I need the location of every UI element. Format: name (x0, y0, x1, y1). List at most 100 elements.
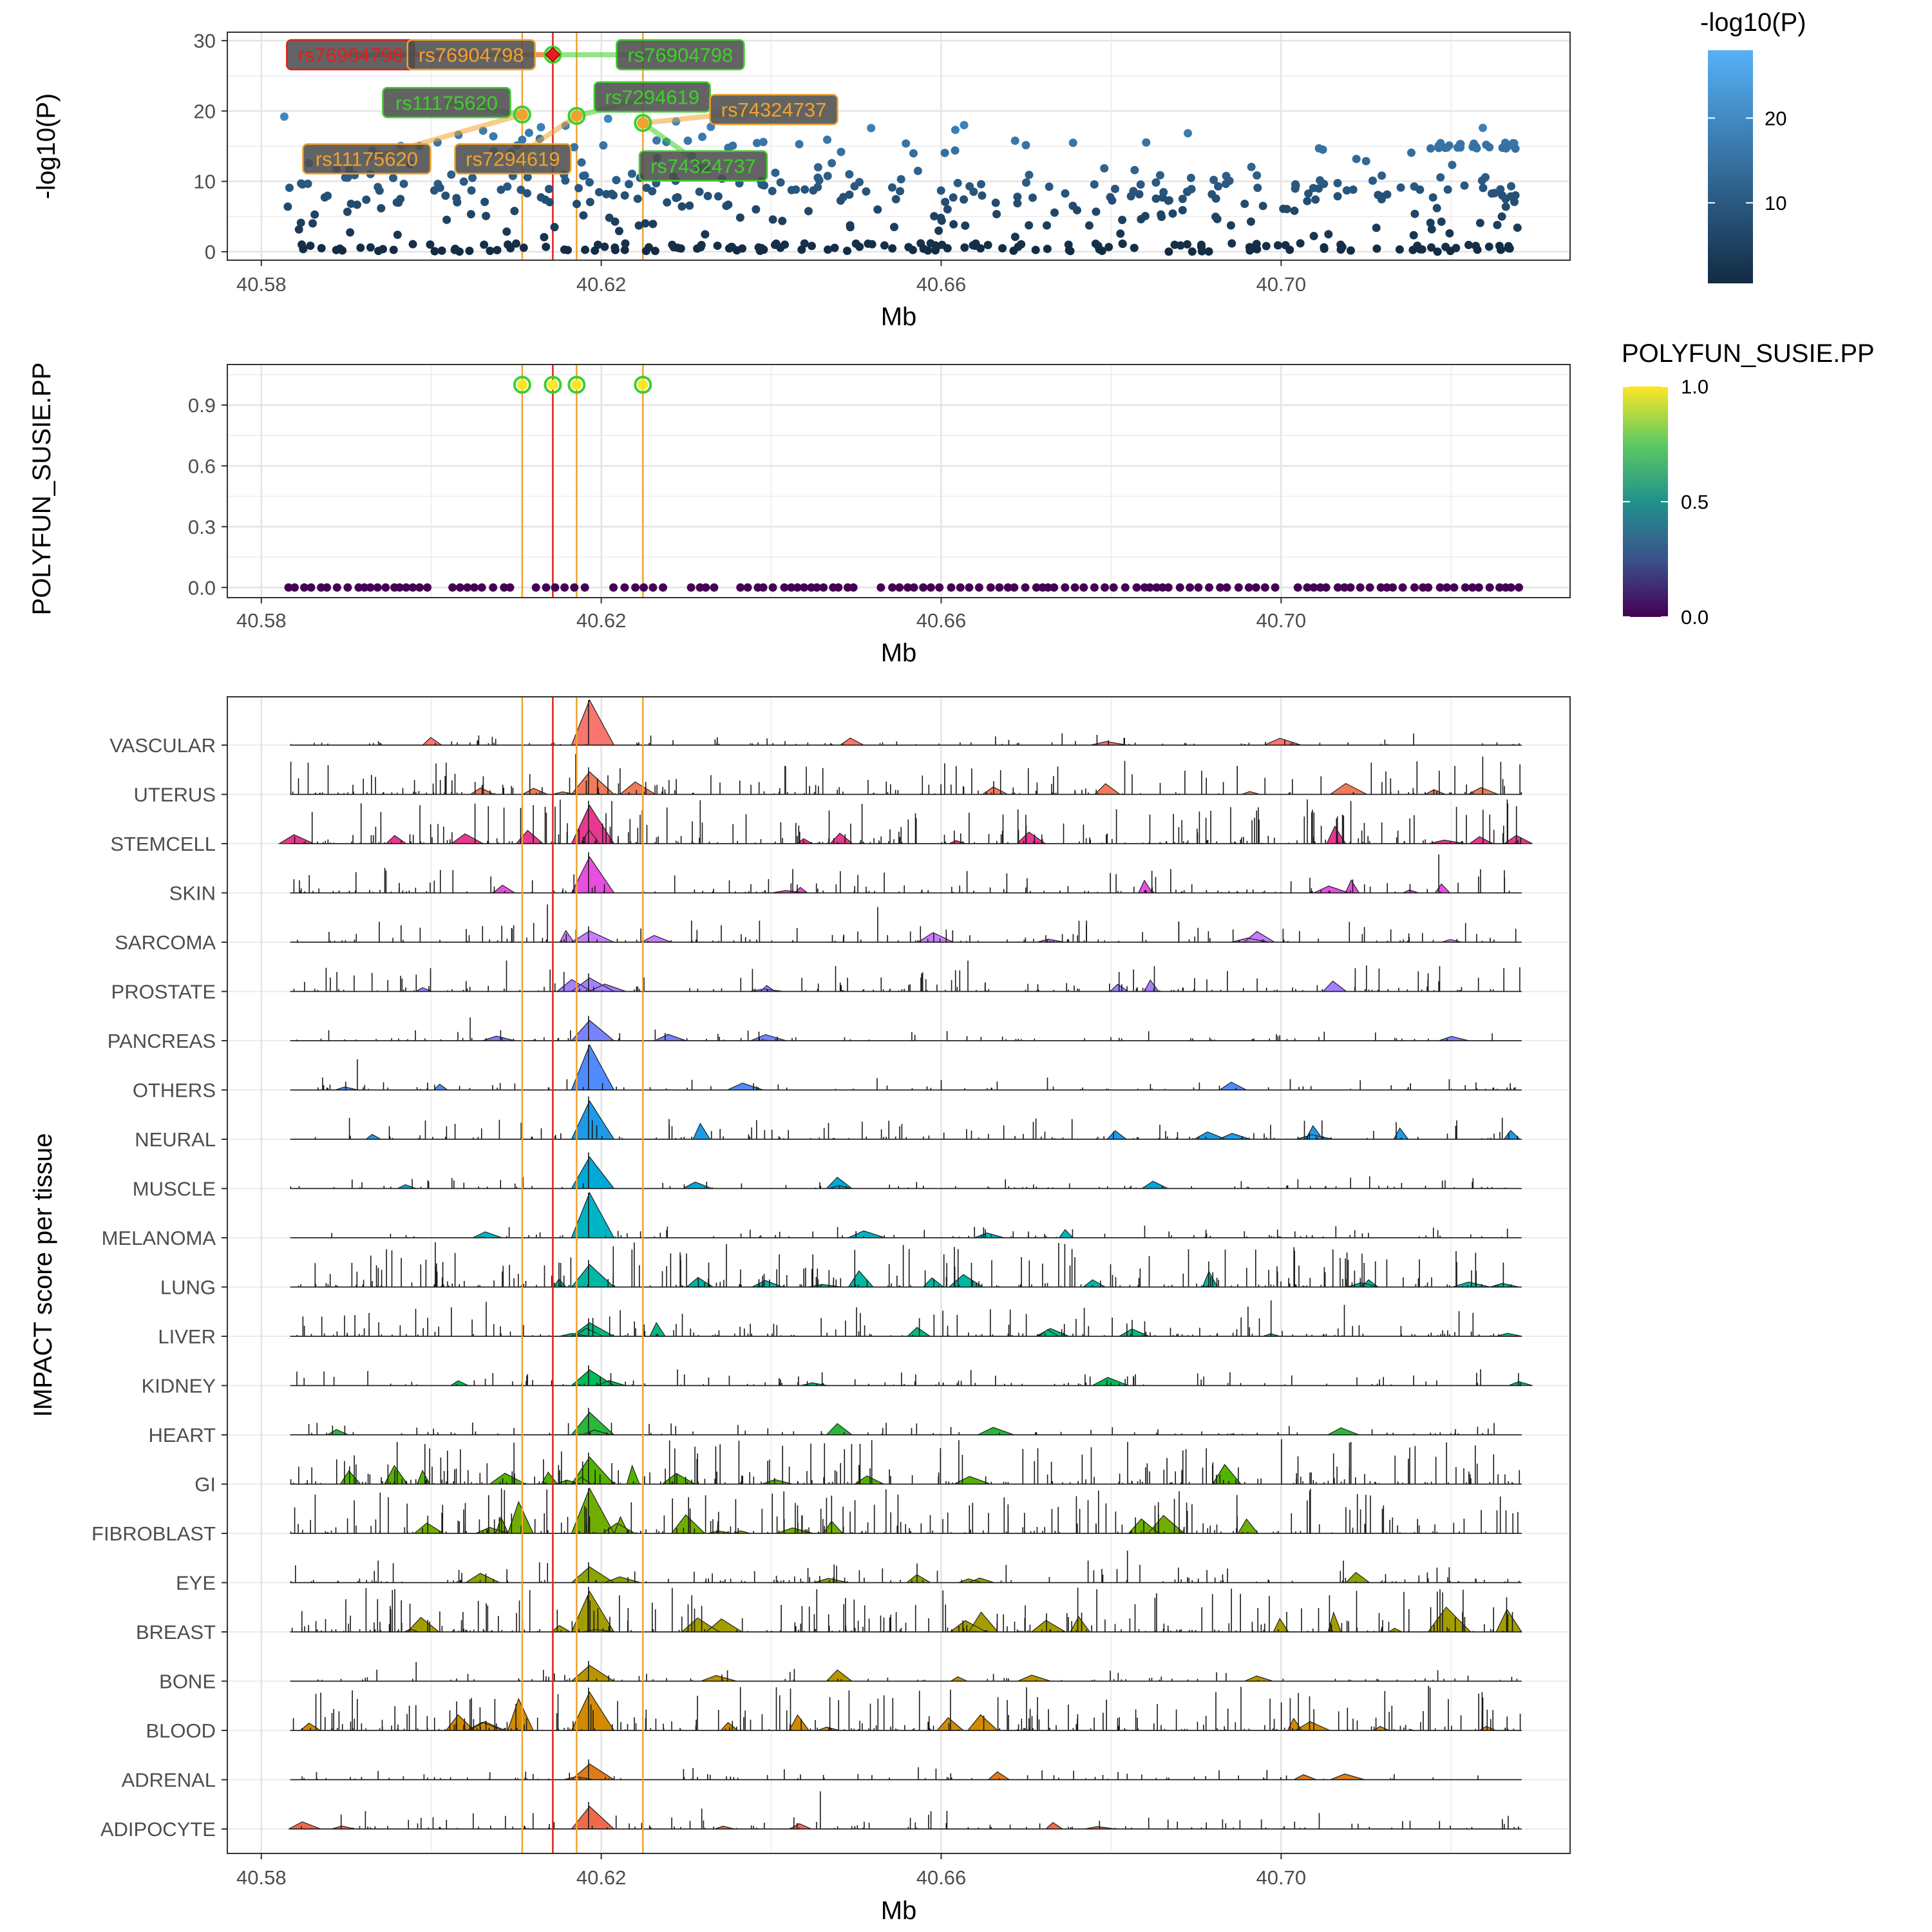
p3-tissue-label: BLOOD (146, 1719, 216, 1742)
p1-snp-point (1504, 243, 1513, 252)
p1-snp-point (1383, 190, 1392, 199)
p3-track-spikes-fibroblast (290, 1488, 1519, 1533)
p2-snp-point (1356, 583, 1365, 592)
p1-snp-point (297, 179, 306, 188)
p1-snp-label-box (302, 143, 431, 175)
p1-snp-point (1045, 182, 1054, 191)
p1-snp-point (396, 194, 405, 204)
p1-x-tick-label: 40.58 (236, 273, 287, 296)
p2-snp-point (360, 583, 369, 592)
p2-snp-point (1101, 583, 1110, 592)
p1-snp-point (1309, 232, 1318, 241)
p2-snp-point (1032, 583, 1041, 592)
p1-snp-point (1118, 216, 1127, 225)
p1-snp-point (909, 149, 918, 158)
p1-snp-point (1116, 229, 1125, 238)
p2-snp-point (1303, 583, 1312, 592)
p1-snp-point (983, 241, 992, 250)
p1-snp-point (620, 245, 629, 254)
p1-snp-point (1460, 181, 1469, 190)
p2-snp-point (423, 583, 432, 592)
p1-snp-point (1222, 180, 1231, 189)
p1-snp-point (1502, 144, 1511, 153)
p1-snp-point (550, 223, 559, 232)
p2-snp-point (1132, 583, 1141, 592)
p1-snp-point (585, 178, 594, 187)
p2-y-tick-label: 0.0 (188, 576, 216, 599)
p1-snp-point (447, 170, 456, 179)
p1-snp-point (1426, 144, 1435, 153)
p2-snp-point (284, 583, 293, 592)
p2-snp-point (1050, 583, 1059, 592)
p1-snp-point (1448, 160, 1457, 169)
p2-snp-point (560, 583, 569, 592)
p1-snp-point (614, 227, 623, 236)
p2-snp-point (408, 583, 417, 592)
p2-x-tick-label: 40.62 (576, 609, 627, 632)
p1-snp-point (1021, 140, 1030, 149)
p1-snp-point (599, 141, 608, 150)
p3-tissue-label: LIVER (158, 1325, 216, 1348)
p1-snp-point (1214, 182, 1223, 191)
p1-snp-point (864, 239, 873, 248)
p2-panel-border (227, 364, 1571, 598)
p1-snp-point (1320, 244, 1329, 253)
p1-snp-point (1130, 166, 1139, 175)
p1-snp-point (1209, 175, 1218, 184)
p1-snp-point (978, 191, 987, 200)
p2-credible-set-ring (513, 375, 531, 394)
p1-snp-point (1333, 178, 1342, 187)
p1-snp-point (778, 216, 787, 225)
p2-snp-point (1340, 583, 1349, 592)
p1-snp-point (1186, 173, 1195, 182)
p1-snp-point (1346, 246, 1355, 255)
p1-snp-point (771, 168, 780, 177)
p1-snp-point (1410, 209, 1419, 218)
p2-snp-point (1424, 583, 1433, 592)
p2-snp-point (343, 583, 352, 592)
p1-snp-point (823, 245, 832, 254)
p1-snp-point (960, 243, 969, 252)
p1-snp-point (888, 244, 897, 253)
p1-snp-point (294, 225, 303, 234)
p3-track-spikes-bone (317, 1661, 1518, 1681)
p1-snp-point (1428, 193, 1437, 202)
p1-snp-point (343, 173, 352, 182)
p1-snp-point (577, 158, 586, 167)
p1-snp-point (1282, 205, 1291, 214)
p2-snp-point (448, 583, 457, 592)
p2-y-tick-label: 0.3 (188, 516, 216, 538)
p1-snp-point (943, 205, 952, 214)
p2-snp-point (1474, 583, 1483, 592)
p1-snp-point (1187, 185, 1196, 194)
p2-y-tick-label: 0.9 (188, 394, 216, 417)
p1-snp-point (752, 138, 761, 147)
p3-tissue-label: MELANOMA (102, 1227, 216, 1249)
p1-snp-point (1065, 246, 1074, 255)
p2-y-tick-label: 0.6 (188, 455, 216, 477)
p1-snp-point (480, 240, 489, 249)
p1-snp-point (502, 227, 511, 236)
p1-snp-point (1511, 191, 1520, 200)
p2-snp-point (919, 583, 928, 592)
p1-lead-snp-marker (545, 46, 561, 63)
p1-snp-point (605, 213, 614, 222)
p3-tissue-label: PANCREAS (108, 1030, 216, 1052)
p1-snp-point (1464, 240, 1473, 249)
p2-snp-point (935, 583, 944, 592)
p1-snp-point (377, 204, 386, 213)
p1-snp-point (663, 198, 672, 207)
p2-snp-point (787, 583, 796, 592)
p2-snp-point (531, 583, 540, 592)
p1-snp-point (1290, 206, 1299, 215)
p1-snp-point (459, 177, 468, 186)
p1-snp-point (1245, 243, 1254, 252)
p2-credible-set-point (516, 379, 527, 390)
p1-snp-point (641, 219, 650, 228)
p1-snp-point (760, 181, 769, 190)
p3-track-spikes-uterus (290, 753, 1522, 795)
p1-snp-point (846, 223, 855, 232)
p2-snp-point (1121, 583, 1130, 592)
p1-snp-point (941, 198, 950, 207)
p2-snp-point (1070, 583, 1079, 592)
